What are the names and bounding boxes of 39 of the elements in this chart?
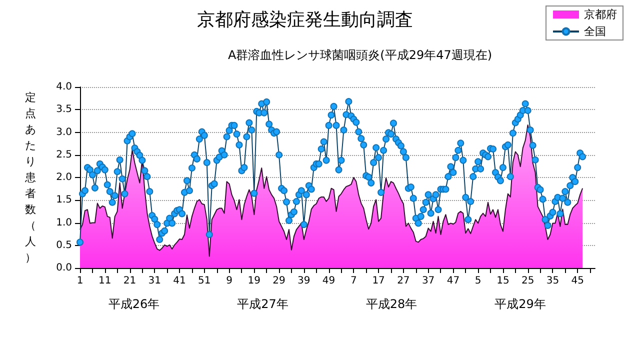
x-tick-label: 25 xyxy=(521,276,534,286)
y-tick-label: 2.5 xyxy=(56,149,72,160)
y-tick-label: 2.0 xyxy=(56,172,72,183)
x-tick-label: 7 xyxy=(350,276,357,286)
y-tick-label: 1.0 xyxy=(56,217,72,228)
x-tick-label: 17 xyxy=(372,276,385,286)
x-tick-label: 47 xyxy=(446,276,460,286)
x-tick-label: 39 xyxy=(298,276,310,286)
text: 平成26年 xyxy=(108,297,160,311)
y-tick-label: 4.0 xyxy=(56,82,72,92)
x-tick-label: 19 xyxy=(248,276,261,286)
text: 平成28年 xyxy=(366,297,418,311)
y-tick-label: 3.5 xyxy=(56,104,72,116)
text: 平成27年 xyxy=(237,297,288,311)
x-tick-label: 15 xyxy=(496,276,510,286)
x-tick-label: 41 xyxy=(173,276,186,286)
legend-label: 京都府 xyxy=(584,8,617,21)
y-tick-label: 3.0 xyxy=(56,126,72,138)
y-tick-label: 1.5 xyxy=(56,194,72,206)
y-tick-label: 0.0 xyxy=(56,262,72,274)
y-tick-label: 0.5 xyxy=(56,240,72,251)
legend-label: 全国 xyxy=(584,25,606,38)
x-tick-label: 5 xyxy=(474,276,482,286)
x-tick-label: 45 xyxy=(571,276,584,286)
x-tick-label: 31 xyxy=(148,276,162,286)
x-tick-label: 21 xyxy=(123,276,136,286)
chart-subtitle: A群溶血性レンサ球菌咽頭炎(平成29年47週現在) xyxy=(228,48,492,62)
x-tick-label: 51 xyxy=(198,276,211,286)
x-tick-label: 49 xyxy=(322,276,336,286)
x-tick-label: 9 xyxy=(226,276,232,286)
x-tick-label: 37 xyxy=(422,276,435,286)
x-tick-label: 27 xyxy=(397,276,410,286)
text: 平成29年 xyxy=(494,297,546,311)
text: 定点あたり患者数（人） xyxy=(25,91,36,264)
chart-title: 京都府感染症発生動向調査 xyxy=(197,10,413,30)
x-tick-label: 35 xyxy=(546,276,560,286)
x-tick-label: 29 xyxy=(272,276,286,286)
x-tick-label: 1 xyxy=(76,276,84,286)
x-tick-label: 11 xyxy=(98,276,112,286)
